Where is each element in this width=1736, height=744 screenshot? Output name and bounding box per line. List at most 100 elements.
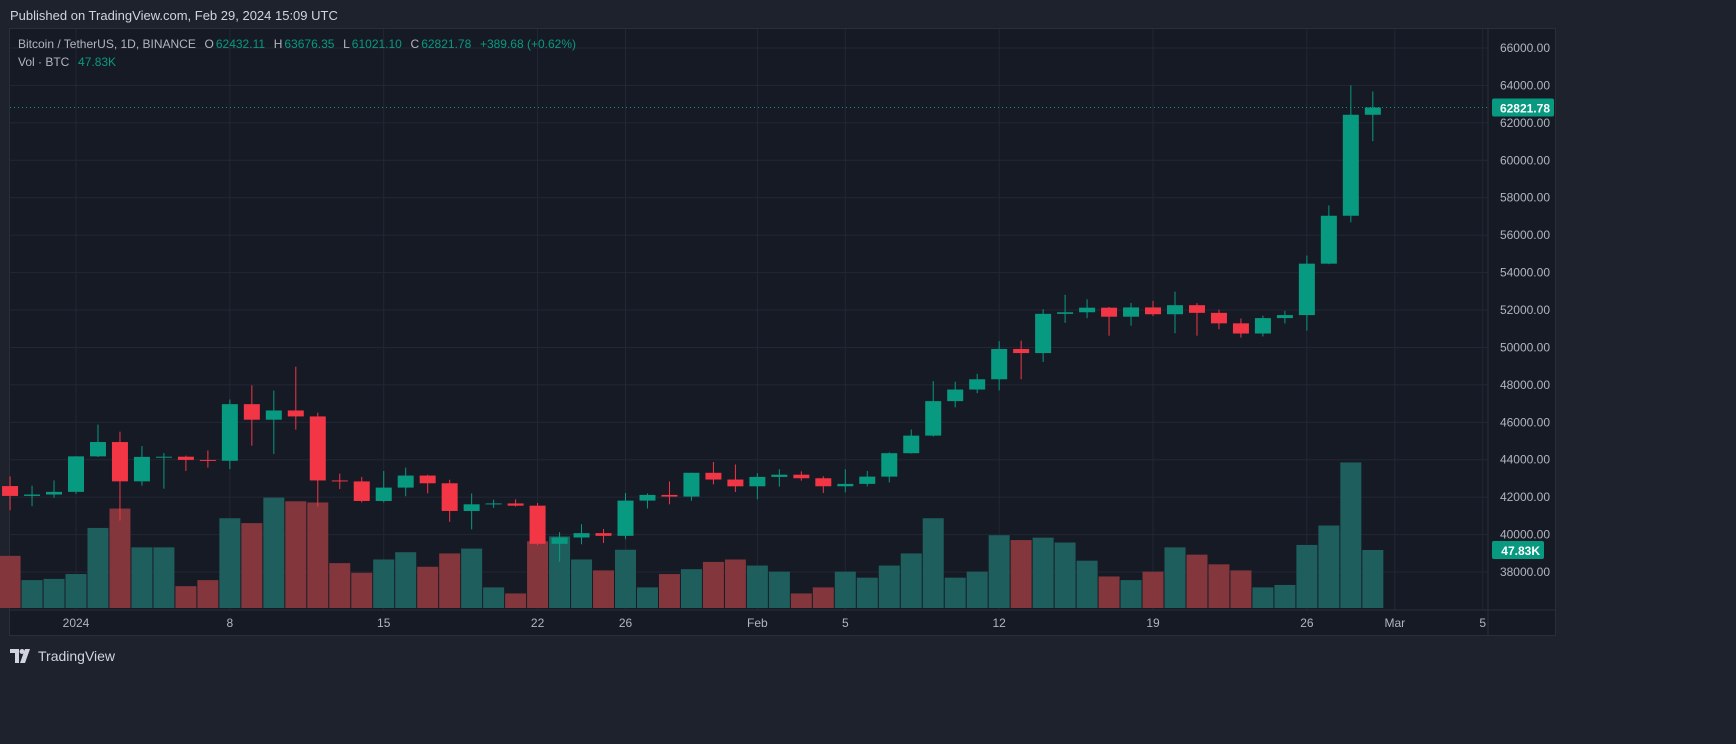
volume-bar bbox=[615, 549, 636, 608]
volume-bar bbox=[636, 587, 658, 608]
x-tick-label: 22 bbox=[531, 616, 545, 630]
candle-body bbox=[551, 537, 568, 544]
volume-bar bbox=[790, 593, 812, 608]
volume-bar bbox=[856, 577, 878, 608]
candle-body bbox=[925, 401, 942, 436]
high-label: H bbox=[273, 37, 283, 51]
volume-bar bbox=[1296, 544, 1318, 608]
y-tick-label: 38000.00 bbox=[1500, 565, 1550, 579]
volume-bar bbox=[922, 518, 944, 608]
open-value: 62432.11 bbox=[215, 37, 266, 51]
x-tick-label: 15 bbox=[377, 616, 391, 630]
last-volume-badge bbox=[1492, 540, 1544, 559]
candle-body bbox=[287, 410, 304, 417]
candle-body bbox=[639, 494, 656, 501]
candle-body bbox=[68, 456, 84, 492]
volume-bar bbox=[1098, 576, 1120, 608]
candle-body bbox=[529, 505, 546, 544]
volume-bar bbox=[1076, 560, 1098, 608]
candle-body bbox=[793, 474, 810, 479]
x-tick-label: 26 bbox=[619, 616, 633, 630]
candle-body bbox=[771, 474, 788, 477]
candle-body bbox=[705, 472, 722, 480]
candle-body bbox=[859, 476, 876, 484]
change-value: +389.68 (+0.62%) bbox=[479, 37, 577, 51]
candle-body bbox=[265, 410, 282, 420]
y-tick-label: 64000.00 bbox=[1500, 78, 1550, 92]
volume-bar bbox=[1142, 571, 1164, 608]
volume-bar bbox=[307, 502, 329, 608]
chart-legend: Bitcoin / TetherUS, 1D, BINANCE O 62432.1… bbox=[18, 35, 578, 71]
x-tick-label: 5 bbox=[842, 616, 849, 630]
volume-bar bbox=[1362, 549, 1384, 608]
volume-bar bbox=[658, 574, 680, 608]
volume-bar bbox=[439, 553, 461, 608]
volume-bar bbox=[900, 553, 922, 608]
volume-bar bbox=[1054, 542, 1076, 608]
candle-body bbox=[1101, 307, 1118, 317]
candle-body bbox=[397, 475, 414, 488]
volume-bar bbox=[21, 580, 43, 608]
candle-body bbox=[1254, 318, 1271, 334]
volume-value: 47.83K bbox=[78, 55, 117, 69]
volume-bar bbox=[1186, 554, 1208, 608]
symbol-title[interactable]: Bitcoin / TetherUS, 1D, BINANCE bbox=[18, 37, 196, 51]
x-tick-label: 12 bbox=[992, 616, 1006, 630]
ohlc-legend: Bitcoin / TetherUS, 1D, BINANCE O 62432.1… bbox=[18, 35, 578, 53]
candle-body bbox=[947, 389, 964, 402]
candle-body bbox=[1123, 307, 1140, 317]
volume-bar bbox=[461, 548, 483, 608]
candle-body bbox=[46, 491, 63, 495]
x-tick-label: 2024 bbox=[63, 616, 90, 630]
candle-body bbox=[727, 479, 744, 487]
candle-body bbox=[133, 456, 150, 482]
volume-bar bbox=[263, 497, 285, 608]
candle-body bbox=[661, 494, 678, 497]
candle-body bbox=[903, 435, 920, 454]
volume-bar bbox=[702, 561, 724, 608]
candle-body bbox=[1145, 307, 1162, 315]
y-tick-label: 42000.00 bbox=[1500, 490, 1550, 504]
candle-body bbox=[463, 504, 480, 511]
candle-body bbox=[221, 404, 238, 461]
candle-body bbox=[441, 483, 458, 511]
y-tick-label: 66000.00 bbox=[1500, 41, 1550, 55]
candle-body bbox=[991, 348, 1008, 380]
volume-bar bbox=[812, 587, 834, 608]
volume-bar bbox=[87, 527, 109, 608]
volume-bar bbox=[1252, 587, 1274, 608]
candle-body bbox=[177, 456, 194, 460]
volume-bar bbox=[1164, 547, 1186, 608]
candle-body bbox=[1210, 312, 1227, 324]
volume-bar bbox=[153, 547, 175, 608]
close-label: C bbox=[410, 37, 420, 51]
volume-bar bbox=[219, 518, 241, 608]
volume-bar bbox=[527, 541, 549, 608]
candle-body bbox=[573, 533, 590, 538]
low-label: L bbox=[343, 37, 350, 51]
volume-bar bbox=[966, 571, 988, 608]
candle-body bbox=[419, 475, 436, 484]
volume-bar bbox=[593, 570, 615, 608]
y-tick-label: 52000.00 bbox=[1500, 303, 1550, 317]
y-tick-label: 40000.00 bbox=[1500, 528, 1550, 542]
volume-bar bbox=[944, 577, 966, 608]
volume-bar bbox=[417, 566, 439, 608]
volume-bar bbox=[988, 535, 1010, 608]
candle-body bbox=[1167, 305, 1183, 315]
candle-body bbox=[353, 481, 370, 501]
volume-bar bbox=[43, 578, 65, 608]
candle-body bbox=[2, 486, 19, 496]
volume-bar bbox=[1230, 570, 1252, 608]
volume-bar bbox=[1208, 564, 1230, 608]
volume-bar bbox=[1032, 537, 1054, 608]
candle-body bbox=[1013, 348, 1030, 354]
volume-bar bbox=[109, 508, 131, 608]
candle-body bbox=[837, 483, 854, 487]
x-tick-label: 26 bbox=[1300, 616, 1314, 630]
volume-label[interactable]: Vol · BTC bbox=[18, 55, 70, 69]
candle-body bbox=[1342, 114, 1359, 216]
low-value: 61021.10 bbox=[351, 37, 402, 51]
footer-brand[interactable]: TradingView bbox=[10, 648, 115, 664]
